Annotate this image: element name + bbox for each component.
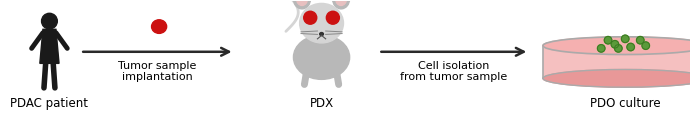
Circle shape: [621, 35, 629, 43]
Ellipse shape: [332, 0, 350, 9]
Polygon shape: [40, 29, 59, 63]
FancyBboxPatch shape: [543, 46, 691, 78]
Text: PDAC patient: PDAC patient: [10, 97, 88, 110]
Ellipse shape: [336, 0, 347, 5]
Ellipse shape: [294, 0, 310, 9]
Ellipse shape: [151, 20, 167, 33]
Ellipse shape: [300, 3, 343, 43]
Circle shape: [611, 41, 618, 48]
Circle shape: [642, 42, 650, 49]
Ellipse shape: [543, 69, 691, 87]
Ellipse shape: [543, 37, 691, 55]
Text: Cell isolation
from tumor sample: Cell isolation from tumor sample: [400, 61, 507, 82]
Ellipse shape: [320, 32, 323, 36]
Circle shape: [304, 11, 316, 24]
Ellipse shape: [294, 35, 350, 79]
Circle shape: [627, 43, 634, 51]
Circle shape: [41, 13, 57, 29]
Circle shape: [614, 45, 622, 52]
Text: Tumor sample
implantation: Tumor sample implantation: [118, 61, 196, 82]
Circle shape: [598, 45, 605, 52]
Circle shape: [636, 36, 644, 44]
Text: PDO culture: PDO culture: [590, 97, 661, 110]
Text: PDX: PDX: [310, 97, 334, 110]
Ellipse shape: [296, 0, 307, 5]
Circle shape: [605, 36, 612, 44]
Circle shape: [326, 11, 339, 24]
